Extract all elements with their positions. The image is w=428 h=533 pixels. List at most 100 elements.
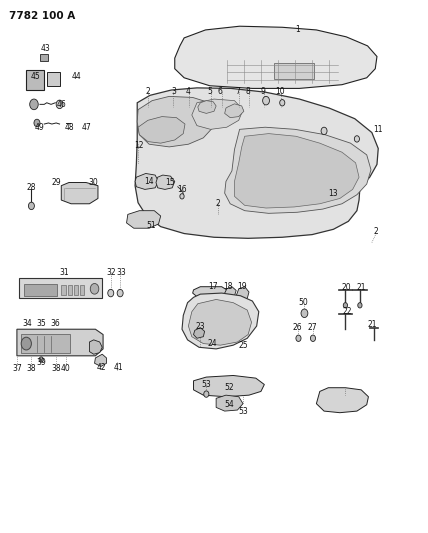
Circle shape xyxy=(117,289,123,297)
Polygon shape xyxy=(188,300,252,345)
Text: 2: 2 xyxy=(374,228,378,237)
Text: 45: 45 xyxy=(31,71,41,80)
Text: 2: 2 xyxy=(146,86,150,95)
Text: 4: 4 xyxy=(186,86,191,95)
Polygon shape xyxy=(193,287,227,298)
Text: 49: 49 xyxy=(35,123,45,132)
Circle shape xyxy=(28,202,34,209)
Text: 35: 35 xyxy=(36,319,46,328)
Polygon shape xyxy=(95,354,107,367)
Circle shape xyxy=(108,289,114,297)
Polygon shape xyxy=(89,340,102,354)
Circle shape xyxy=(310,335,315,342)
Circle shape xyxy=(21,337,31,350)
Polygon shape xyxy=(127,211,160,228)
Bar xyxy=(21,334,70,353)
Text: 24: 24 xyxy=(207,339,217,348)
Circle shape xyxy=(343,303,348,308)
Text: 41: 41 xyxy=(113,363,123,372)
Polygon shape xyxy=(192,99,243,130)
Circle shape xyxy=(354,136,360,142)
Text: 20: 20 xyxy=(342,283,351,292)
Text: 12: 12 xyxy=(134,141,143,150)
Text: 38: 38 xyxy=(51,364,61,373)
Polygon shape xyxy=(135,88,378,238)
Text: 32: 32 xyxy=(106,269,116,277)
Polygon shape xyxy=(235,134,359,208)
Text: 39: 39 xyxy=(36,358,46,367)
Text: 44: 44 xyxy=(72,71,81,80)
Polygon shape xyxy=(135,173,158,189)
Text: 25: 25 xyxy=(238,341,248,350)
Circle shape xyxy=(358,303,362,308)
Text: 14: 14 xyxy=(144,177,154,186)
Polygon shape xyxy=(225,127,371,213)
Polygon shape xyxy=(225,104,244,118)
Bar xyxy=(24,284,57,296)
Text: 10: 10 xyxy=(275,86,285,95)
Bar xyxy=(61,285,65,295)
Polygon shape xyxy=(17,329,103,356)
Text: 47: 47 xyxy=(81,123,91,132)
Circle shape xyxy=(301,309,308,318)
Text: 27: 27 xyxy=(307,323,317,332)
Circle shape xyxy=(39,357,43,362)
Text: 48: 48 xyxy=(65,123,74,132)
Polygon shape xyxy=(137,96,216,147)
Text: 54: 54 xyxy=(224,400,234,409)
Text: 2: 2 xyxy=(216,199,221,208)
Text: 23: 23 xyxy=(196,321,205,330)
Text: 43: 43 xyxy=(41,44,51,53)
Text: 9: 9 xyxy=(261,86,265,95)
Bar xyxy=(47,72,59,86)
Polygon shape xyxy=(193,375,265,397)
Polygon shape xyxy=(18,278,102,298)
Polygon shape xyxy=(138,117,185,143)
Text: 8: 8 xyxy=(246,86,250,95)
Circle shape xyxy=(204,391,209,397)
Text: 26: 26 xyxy=(292,323,302,332)
Polygon shape xyxy=(225,287,236,297)
Text: 5: 5 xyxy=(207,86,212,95)
Text: 46: 46 xyxy=(56,100,66,109)
Circle shape xyxy=(56,100,63,109)
Text: 22: 22 xyxy=(342,307,352,316)
Circle shape xyxy=(90,284,99,294)
Bar xyxy=(274,63,314,79)
Text: 1: 1 xyxy=(295,26,300,35)
Text: 19: 19 xyxy=(237,282,247,291)
Circle shape xyxy=(30,99,38,110)
Text: 7782 100 A: 7782 100 A xyxy=(9,11,75,21)
Bar xyxy=(40,54,48,61)
Text: 13: 13 xyxy=(328,189,337,198)
Circle shape xyxy=(34,119,40,127)
Polygon shape xyxy=(182,293,259,349)
Circle shape xyxy=(296,335,301,342)
Text: 51: 51 xyxy=(146,221,156,230)
Polygon shape xyxy=(175,26,377,88)
Text: 21: 21 xyxy=(367,320,377,329)
Polygon shape xyxy=(216,395,243,411)
Bar xyxy=(80,285,84,295)
Polygon shape xyxy=(193,328,205,338)
Text: 36: 36 xyxy=(51,319,60,328)
Circle shape xyxy=(180,193,184,199)
Text: 3: 3 xyxy=(171,86,176,95)
Polygon shape xyxy=(156,175,175,189)
Polygon shape xyxy=(61,182,98,204)
Circle shape xyxy=(263,96,270,105)
Text: 28: 28 xyxy=(27,183,36,192)
Text: 37: 37 xyxy=(12,364,22,373)
Text: 53: 53 xyxy=(238,407,248,416)
Bar xyxy=(26,70,44,90)
Bar xyxy=(68,285,72,295)
Bar xyxy=(74,285,78,295)
Text: 34: 34 xyxy=(22,319,32,328)
Text: 17: 17 xyxy=(208,282,217,291)
Text: 52: 52 xyxy=(224,383,234,392)
Text: 11: 11 xyxy=(374,125,383,134)
Text: 31: 31 xyxy=(59,269,68,277)
Text: 30: 30 xyxy=(89,178,98,187)
Polygon shape xyxy=(236,287,249,301)
Circle shape xyxy=(280,100,285,106)
